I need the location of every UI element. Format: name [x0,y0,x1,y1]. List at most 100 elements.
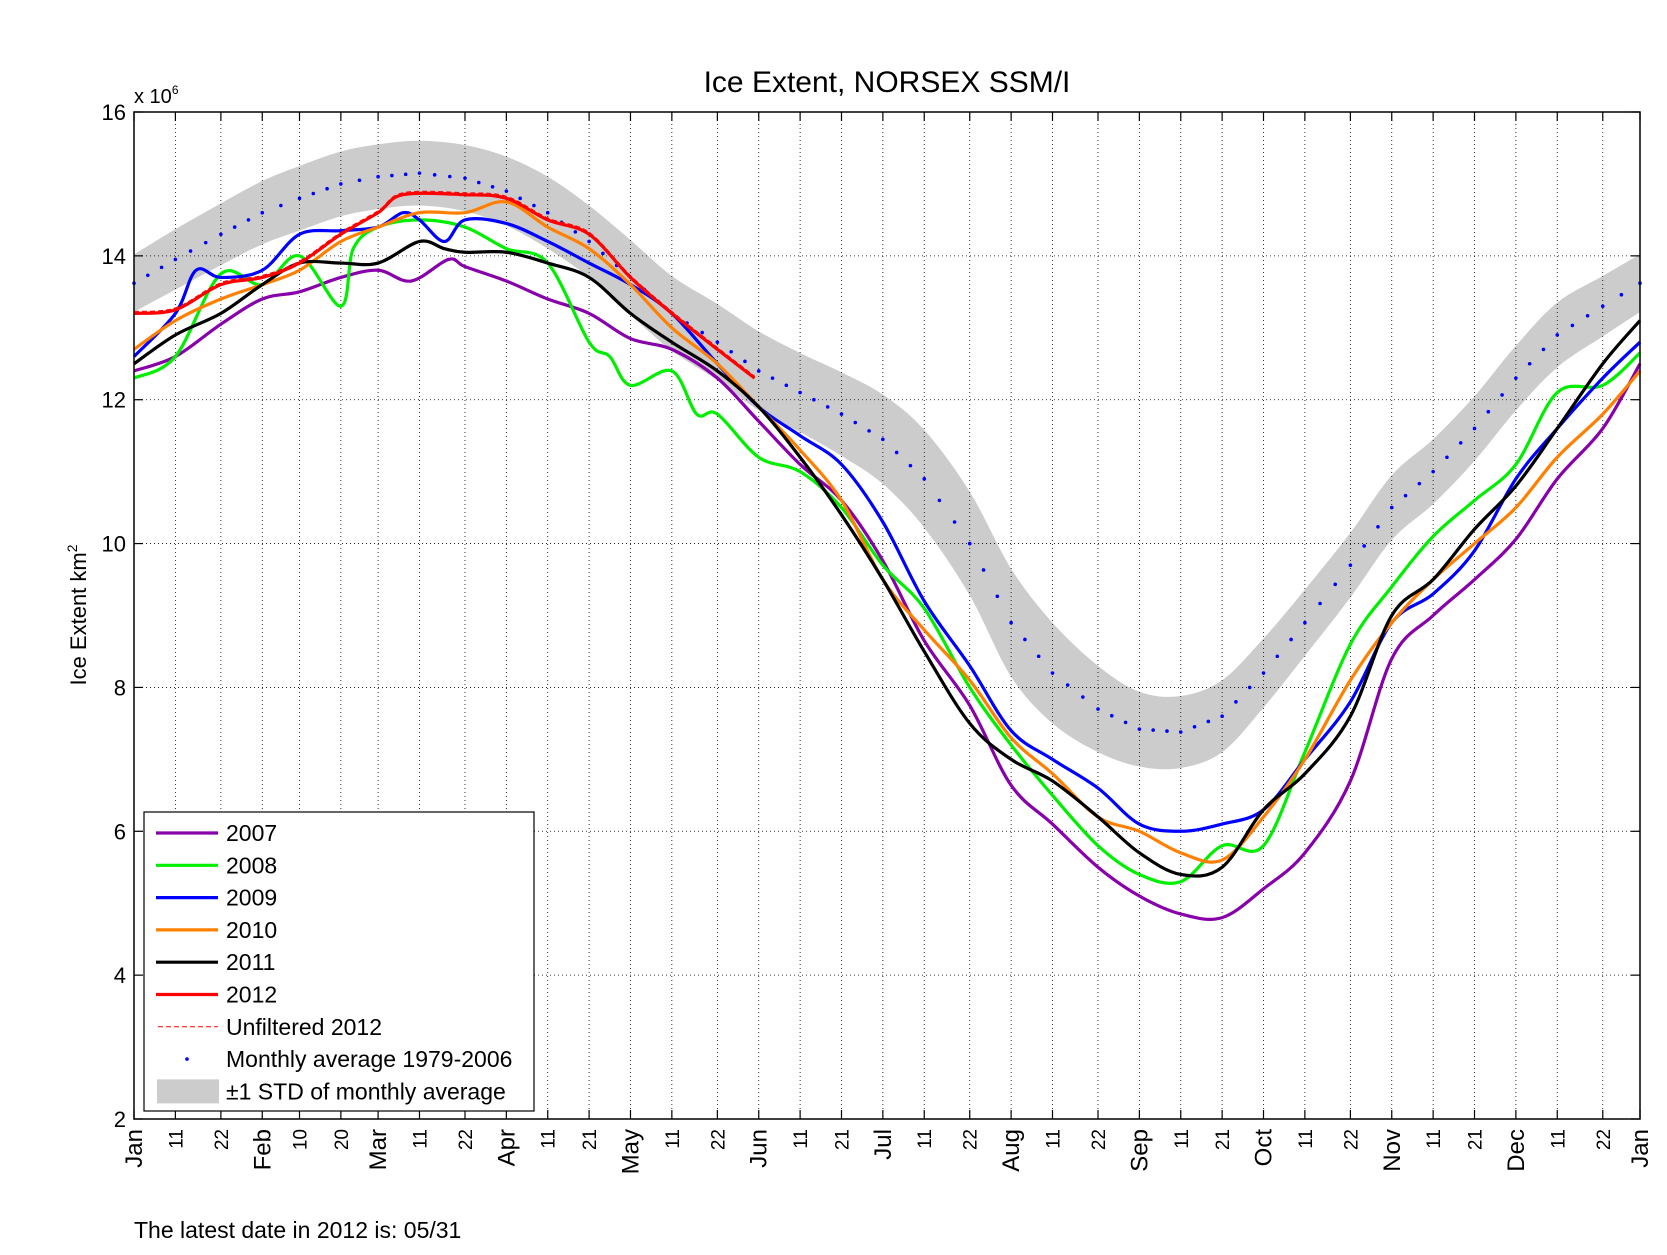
monthly-average-point [260,210,265,215]
monthly-average-point [937,498,942,503]
x-tick-label: 11 [1043,1129,1064,1149]
chart-title: Ice Extent, NORSEX SSM/I [704,66,1071,99]
monthly-average-point [173,257,178,262]
monthly-average-point [545,210,550,215]
x-tick-label: 11 [1172,1129,1193,1149]
legend-swatch-std-band [157,1079,219,1104]
x-tick-label: 21 [832,1129,853,1150]
monthly-average-point [894,450,899,455]
monthly-average-point [417,171,422,175]
monthly-average-point [1514,376,1518,380]
legend: 2007 2008 2009 2010 2011 2012 Unfiltered 2012 M… [143,811,535,1112]
x-tick-label: 21 [580,1129,601,1150]
x-tick-label: 22 [212,1129,233,1150]
legend-label-2007: 2007 [226,820,277,846]
x-tick-label: 11 [1548,1129,1569,1149]
monthly-average-point [1220,714,1224,718]
footer-latest-date: The latest date in 2012 is: 05/31 [134,1217,461,1243]
monthly-average-point [311,191,316,196]
x-tick-label: 22 [456,1129,477,1150]
monthly-average-point [339,182,343,186]
monthly-average-point [1486,409,1491,414]
monthly-average-point [1431,469,1435,474]
monthly-average-point [715,340,720,344]
y-tick-label: 14 [102,244,126,269]
monthly-average-point [1585,313,1590,318]
monthly-average-point [1192,724,1197,729]
monthly-average-point [1472,426,1477,431]
monthly-average-point [1275,654,1280,659]
monthly-average-point [159,265,164,270]
x-tick-label: Jan [121,1129,148,1168]
monthly-average-point [1458,441,1463,445]
monthly-average-point [952,520,957,524]
tick-layer: 2 4 6 8 10 12 14 16 Jan 11 22 Feb 10 20 Mar 11 22 Apr 11 21… [102,100,1654,1174]
y-tick-label: 2 [114,1107,126,1132]
y-tick-label: 8 [114,675,126,700]
monthly-average-point [1541,347,1546,352]
std-band [134,140,1640,770]
plot-frame [133,111,1641,1120]
y-tick-label: 12 [102,388,126,413]
monthly-average-point [867,429,871,433]
monthly-average-point [743,359,747,364]
monthly-average-point [188,249,193,253]
monthly-average-point [881,437,885,442]
monthly-average-point [995,594,1000,599]
monthly-average-point [1555,333,1560,337]
x-tick-label: 20 [332,1129,353,1150]
monthly-average-point [232,225,237,229]
monthly-average-point [145,273,150,278]
x-tick-label: Sep [1126,1129,1153,1172]
monthly-average-point [853,420,858,425]
monthly-average-point [297,196,302,201]
legend-label-2010: 2010 [226,917,277,943]
monthly-average-point [504,189,509,193]
legend-box [143,811,535,1112]
monthly-average-point [376,174,380,179]
monthly-average-point [1178,730,1183,734]
monthly-average-point [219,232,223,237]
x-tick-label: Aug [998,1129,1025,1172]
monthly-average-point [1333,582,1338,587]
monthly-average-point [587,239,591,244]
monthly-average-point [1206,719,1211,724]
monthly-average-point [967,541,972,546]
y-axis-label-text: Ice Extent km [66,552,91,685]
series-line-2008 [133,218,1642,885]
monthly-average-point [729,349,733,354]
series-line-unfiltered-2012 [133,190,755,377]
monthly-average-point [490,185,495,189]
legend-label-2011: 2011 [226,949,275,975]
x-tick-label: 21 [1213,1129,1234,1150]
x-tick-label: 11 [663,1129,684,1149]
monthly-average-point [700,330,704,335]
monthly-average-point [325,186,329,191]
legend-label-2009: 2009 [226,885,277,911]
monthly-average-point [1123,720,1128,725]
monthly-average-point [1023,637,1027,642]
monthly-average-point [403,172,408,177]
monthly-average-point [784,383,789,388]
monthly-average-point [1234,700,1238,704]
monthly-average-point [448,174,452,179]
monthly-average-point [1417,481,1422,486]
monthly-average-point [1570,323,1575,328]
monthly-average-point [390,173,394,178]
monthly-average-point [1036,654,1041,659]
monthly-average-point [812,397,816,402]
monthly-average-point [518,196,522,201]
legend-label-unfiltered-2012: Unfiltered 2012 [226,1014,382,1040]
monthly-average-point [1137,727,1142,731]
y-axis-label-superscript: 2 [64,544,80,552]
monthly-average-point [839,412,844,416]
monthly-average-point [601,251,605,256]
monthly-average-point [1289,637,1293,642]
monthly-average-point [1600,304,1605,309]
x-tick-label: Mar [365,1129,392,1170]
monthly-average-point [246,218,251,222]
x-tick-label: Dec [1503,1129,1530,1172]
x-tick-label: 11 [1296,1129,1317,1149]
monthly-average-point [981,568,986,572]
